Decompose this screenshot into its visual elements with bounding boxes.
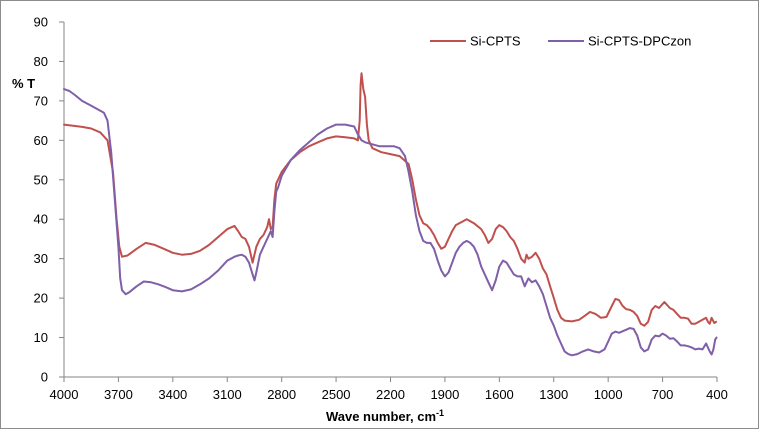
x-axis-label-main: Wave number, cm bbox=[326, 409, 436, 424]
y-axis-label: % T bbox=[12, 76, 35, 91]
x-tick-label: 2200 bbox=[376, 387, 405, 402]
x-tick-label: 1000 bbox=[594, 387, 623, 402]
y-tick-label: 50 bbox=[34, 172, 48, 187]
legend: Si-CPTS Si-CPTS-DPCzon bbox=[430, 34, 691, 49]
x-tick-label: 3700 bbox=[104, 387, 133, 402]
x-tick-label: 2500 bbox=[322, 387, 351, 402]
x-tick-label: 3100 bbox=[213, 387, 242, 402]
y-tick-label: 90 bbox=[34, 15, 48, 30]
y-tick-label: 80 bbox=[34, 54, 48, 69]
legend-label-1: Si-CPTS bbox=[470, 34, 521, 49]
y-tick-label: 0 bbox=[41, 370, 48, 385]
x-tick-label: 1600 bbox=[485, 387, 514, 402]
x-tick-label: 4000 bbox=[50, 387, 79, 402]
x-tick-label: 700 bbox=[652, 387, 674, 402]
y-tick-label: 60 bbox=[34, 133, 48, 148]
y-tick-label: 30 bbox=[34, 251, 48, 266]
y-tick-label: 20 bbox=[34, 291, 48, 306]
series-line-1 bbox=[63, 72, 718, 327]
x-tick-label: 1300 bbox=[539, 387, 568, 402]
series-layer bbox=[63, 72, 718, 357]
x-tick-label: 1900 bbox=[430, 387, 459, 402]
legend-label-2: Si-CPTS-DPCzon bbox=[588, 34, 691, 49]
axes: 0 10 20 30 40 50 60 70 80 90 4000 3700 3400 3100 2800 2… bbox=[34, 15, 728, 403]
y-tick-label: 70 bbox=[34, 93, 48, 108]
series-line-2 bbox=[63, 88, 718, 357]
x-tick-label: 3400 bbox=[158, 387, 187, 402]
x-tick-label: 2800 bbox=[267, 387, 296, 402]
y-tick-label: 40 bbox=[34, 212, 48, 227]
y-tick-label: 10 bbox=[34, 330, 48, 345]
x-axis-label: Wave number, cm-1 bbox=[326, 408, 444, 424]
x-axis-label-superscript: -1 bbox=[436, 408, 444, 418]
x-tick-label: 400 bbox=[706, 387, 728, 402]
